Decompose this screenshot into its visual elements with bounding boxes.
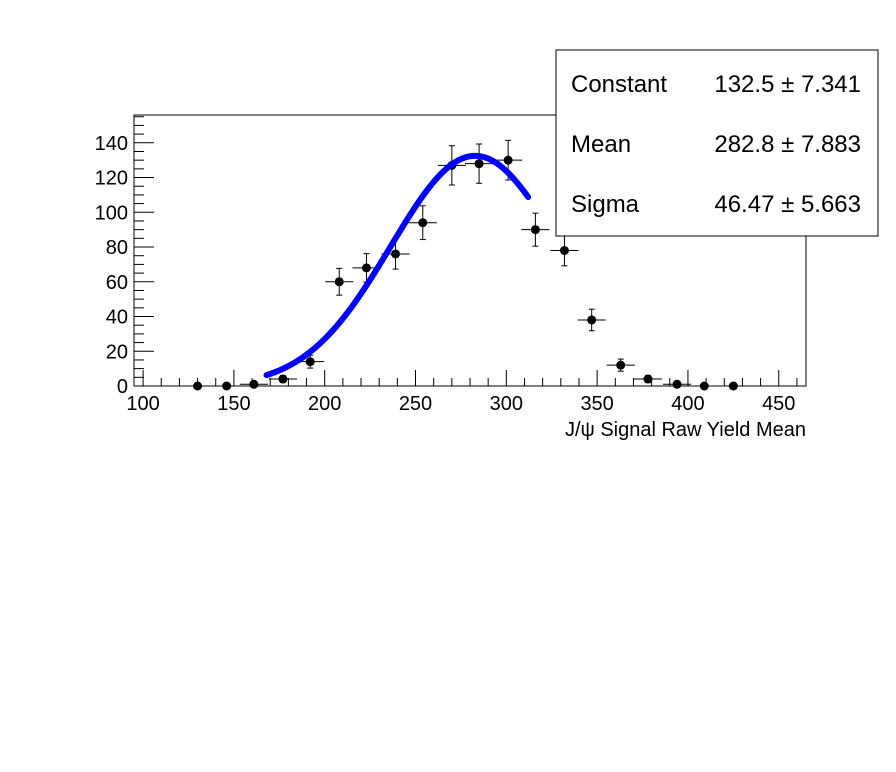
stat-constant-value: 132.5 ± 7.341: [714, 71, 861, 98]
data-marker: [249, 379, 259, 389]
data-marker: [699, 381, 709, 391]
y-tick-label: 80: [106, 237, 128, 259]
data-point: [465, 143, 494, 184]
data-marker: [474, 159, 484, 169]
stat-constant-number: 132.5: [714, 71, 774, 98]
data-point: [239, 379, 268, 389]
data-point: [183, 381, 212, 391]
data-point: [408, 205, 437, 241]
data-marker: [418, 218, 428, 228]
stat-sigma-name: Sigma: [571, 191, 640, 218]
data-marker: [616, 360, 626, 370]
stat-sigma-error: 5.663: [801, 191, 861, 218]
data-marker: [334, 277, 344, 287]
stat-mean-pm: ±: [781, 131, 794, 158]
y-tick-label: 120: [95, 168, 128, 190]
data-marker: [587, 315, 597, 325]
stat-sigma-pm: ±: [781, 191, 794, 218]
x-tick-label: 300: [490, 393, 523, 415]
data-marker: [728, 381, 738, 391]
stat-constant-error: 7.341: [801, 71, 861, 98]
x-tick-label: 150: [217, 393, 250, 415]
data-marker: [559, 246, 569, 255]
data-point: [719, 381, 748, 391]
data-point: [606, 358, 635, 372]
stat-mean-error: 7.883: [801, 131, 861, 158]
data-marker: [530, 225, 540, 235]
y-tick-label: 140: [95, 133, 128, 155]
x-axis-title: J/ψ Signal Raw Yield Mean: [565, 419, 806, 441]
y-tick-label: 40: [106, 307, 128, 329]
data-point: [662, 379, 692, 389]
data-marker: [503, 155, 513, 165]
stat-mean-number: 282.8: [714, 131, 774, 158]
x-tick-label: 250: [399, 393, 432, 415]
stat-constant-pm: ±: [781, 71, 794, 98]
data-marker: [305, 357, 315, 367]
stat-sigma-value: 46.47 ± 5.663: [714, 191, 861, 218]
stats-box: Constant 132.5 ± 7.341 Mean 282.8 ± 7.88…: [555, 49, 879, 237]
data-point: [325, 267, 354, 296]
data-point: [521, 212, 550, 247]
y-tick-label: 100: [95, 202, 128, 224]
x-tick-label: 350: [580, 393, 613, 415]
data-point: [494, 139, 523, 181]
x-tick-label: 400: [671, 393, 704, 415]
stat-mean-name: Mean: [571, 131, 631, 158]
data-point: [268, 374, 298, 384]
data-marker: [278, 374, 288, 384]
y-tick-label: 0: [117, 376, 128, 398]
data-marker: [222, 381, 232, 391]
gaussian-fit-curve: [263, 152, 532, 379]
x-tick-label: 450: [762, 393, 795, 415]
stat-mean-value: 282.8 ± 7.883: [714, 131, 861, 158]
x-tick-label: 100: [126, 393, 159, 415]
axis-ticks: 100 150 200 250 300 350 400 450 0 20 40 60 80 100 120 1…: [95, 116, 798, 415]
data-point: [577, 308, 606, 332]
data-point: [690, 381, 719, 391]
data-marker: [672, 379, 682, 389]
y-tick-label: 60: [106, 272, 128, 294]
y-tick-label: 20: [106, 341, 128, 363]
data-point: [212, 381, 241, 391]
stat-sigma-number: 46.47: [714, 191, 774, 218]
stats-box-frame: [555, 49, 879, 237]
data-marker: [643, 374, 653, 384]
data-marker: [391, 249, 401, 259]
data-marker: [193, 381, 203, 391]
data-marker: [361, 263, 371, 273]
stat-constant-name: Constant: [571, 71, 667, 98]
data-point: [633, 374, 663, 384]
data-point: [296, 354, 325, 369]
x-tick-label: 200: [308, 393, 341, 415]
